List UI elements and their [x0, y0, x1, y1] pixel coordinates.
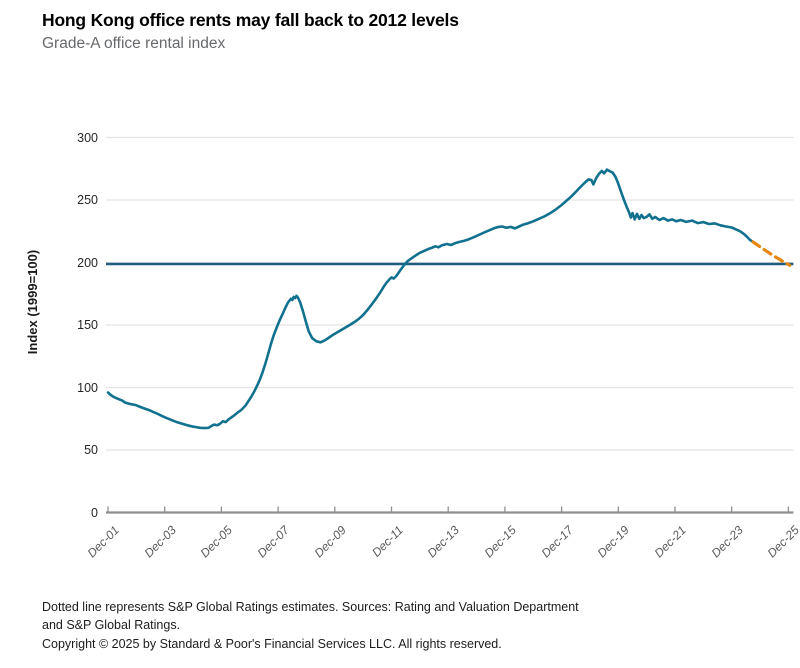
footnote-line-2: and S&P Global Ratings. [42, 618, 181, 633]
y-tick-label: 100 [77, 380, 98, 395]
data-series [106, 168, 792, 430]
gridlines [106, 136, 794, 451]
copyright-note: Copyright © 2025 by Standard & Poor's Fi… [42, 637, 502, 651]
x-axis-line [106, 506, 794, 514]
y-tick-label: 200 [77, 255, 98, 270]
page-title: Hong Kong office rents may fall back to … [42, 10, 459, 30]
footnote-line-1: Dotted line represents S&P Global Rating… [42, 600, 579, 614]
y-tick-label: 150 [77, 318, 98, 332]
estimate-line [751, 240, 792, 267]
y-tick-label: 250 [77, 193, 98, 207]
y-tick-label: 0 [91, 505, 98, 520]
y-tick-label: 50 [84, 443, 98, 457]
rental-index-line [106, 168, 755, 430]
y-tick-label: 300 [77, 130, 98, 145]
chart-subtitle: Grade-A office rental index [42, 35, 226, 52]
source-note: Dotted line represents S&P Global Rating… [42, 598, 682, 634]
